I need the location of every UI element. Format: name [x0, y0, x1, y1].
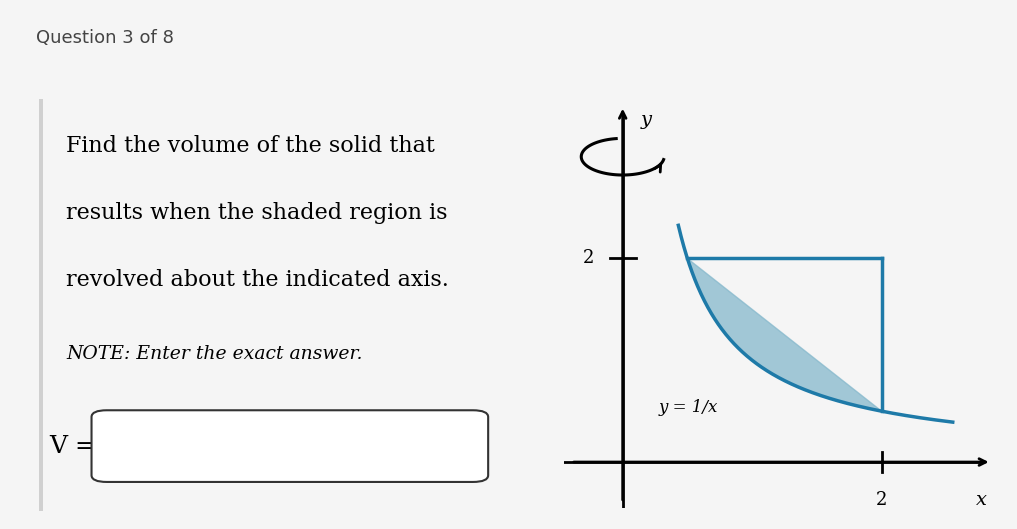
Bar	[39, 99, 43, 511]
Text: results when the shaded region is: results when the shaded region is	[66, 202, 447, 224]
Text: Find the volume of the solid that: Find the volume of the solid that	[66, 135, 435, 157]
Text: revolved about the indicated axis.: revolved about the indicated axis.	[66, 269, 448, 291]
Text: y: y	[641, 111, 652, 129]
Text: V =: V =	[49, 435, 96, 458]
Text: x: x	[975, 490, 986, 508]
Text: 2: 2	[583, 250, 594, 268]
FancyBboxPatch shape	[92, 411, 488, 482]
Text: Question 3 of 8: Question 3 of 8	[36, 29, 174, 48]
Text: 2: 2	[876, 490, 887, 508]
Polygon shape	[687, 259, 882, 411]
Text: y = 1/x: y = 1/x	[659, 399, 718, 416]
Text: NOTE: Enter the exact answer.: NOTE: Enter the exact answer.	[66, 345, 363, 363]
